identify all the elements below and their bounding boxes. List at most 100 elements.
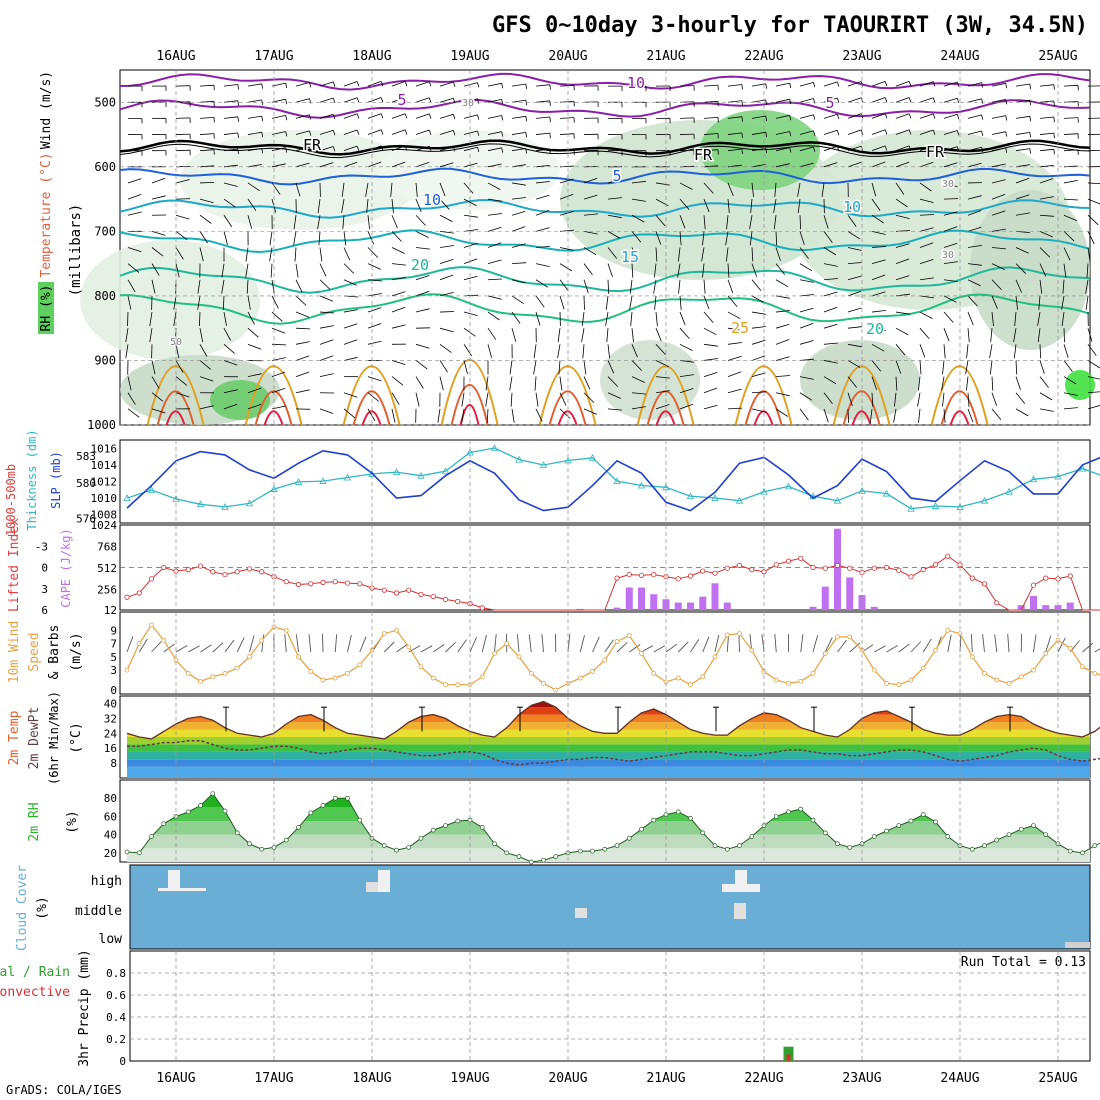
wind-barb — [223, 389, 238, 394]
wind-barb — [871, 129, 886, 135]
wind-barb-flag — [1005, 147, 1008, 153]
temperature-contour-line — [119, 229, 1091, 254]
wind-barb — [775, 323, 790, 329]
wind-barb — [991, 376, 994, 391]
precip-legend-total: Total / Rain — [0, 965, 70, 980]
temp2m-panel: 8 16 24 32 40 — [104, 695, 1100, 779]
wind-barb — [535, 279, 549, 288]
wind-barb — [655, 231, 662, 245]
wind-barb — [919, 327, 930, 340]
wind-barb — [919, 182, 932, 192]
wind10-barb — [947, 634, 952, 653]
wind-barb-flag — [884, 113, 888, 119]
wind-barb — [127, 211, 142, 216]
wind-barb — [895, 258, 910, 265]
wind-barb — [487, 115, 502, 119]
rh-point — [247, 841, 252, 847]
wind-barb — [295, 371, 310, 377]
wind-barb — [439, 376, 444, 391]
wind-barb — [895, 182, 905, 195]
orange-red-contour — [450, 383, 489, 426]
wind-barb — [199, 312, 201, 327]
wind10-point — [198, 678, 203, 684]
wind-barb — [823, 81, 838, 87]
wind-barb — [991, 279, 1002, 291]
wind10-barb — [295, 634, 299, 653]
wind-barb — [943, 344, 946, 359]
wind-barb — [439, 245, 454, 248]
wind-barb-flag — [765, 148, 767, 154]
wind-barb — [343, 279, 357, 286]
wind-barb — [703, 327, 717, 336]
wind-barb — [919, 81, 934, 87]
wind-barb — [247, 83, 262, 87]
contour-label: 10 — [627, 74, 645, 92]
li-point — [798, 555, 804, 561]
wind-barb — [703, 149, 719, 152]
wind-barb — [775, 375, 791, 377]
wind-barb-flag — [428, 146, 432, 152]
wind-barb — [679, 295, 682, 310]
wind-barb — [199, 405, 214, 410]
orange-red-contour — [254, 390, 293, 426]
red-contour — [165, 410, 186, 426]
wind10-point — [908, 677, 914, 683]
wind-barb — [199, 149, 215, 152]
wind-barb — [631, 198, 646, 202]
wind-barb — [317, 215, 321, 230]
wind-barb-flag — [813, 130, 816, 136]
thickness-point — [1054, 472, 1062, 480]
wind-barb — [391, 263, 406, 266]
wind-barb — [437, 408, 441, 423]
wind-barb — [511, 182, 526, 186]
wind-barb — [247, 295, 251, 310]
wind-barb-flag — [453, 98, 456, 104]
wind-barb — [1037, 328, 1041, 343]
wind-barb — [869, 408, 873, 423]
bottom-date-label: 18AUG — [352, 1071, 391, 1086]
bottom-date-label: 21AUG — [646, 1071, 685, 1086]
wind-barb — [415, 261, 430, 265]
wind-barb-flag — [884, 129, 888, 135]
wind-barb — [1015, 164, 1030, 168]
li-point — [210, 569, 216, 575]
wind-barb — [751, 131, 766, 135]
li-point — [406, 587, 412, 593]
wind-barb — [823, 146, 838, 152]
wind-barb — [151, 279, 156, 294]
rh-point — [455, 818, 461, 824]
cloud-level-label: middle — [75, 904, 122, 919]
rh-point — [712, 843, 718, 848]
wind-barb — [535, 246, 551, 248]
wind-barb — [583, 263, 593, 275]
wind-barb-flag — [237, 149, 239, 155]
wind-barb — [463, 311, 478, 316]
wind-barb-flag — [332, 114, 336, 120]
wind-barb — [702, 263, 705, 278]
pressure-tick-label: 1000 — [87, 418, 116, 432]
wind-barb — [557, 328, 561, 343]
wind-barb — [175, 392, 190, 398]
wind-barb — [509, 376, 513, 391]
wind-barb — [991, 163, 1006, 168]
rh-point — [749, 834, 755, 839]
wind-barb — [655, 376, 670, 379]
wind-barb-flag — [549, 116, 551, 122]
wind-barb — [703, 372, 718, 377]
wind-barb — [223, 327, 232, 341]
wind-barb — [847, 231, 861, 240]
wind-barb — [391, 129, 406, 135]
cloud-block — [378, 870, 390, 892]
wind-barb — [991, 82, 1006, 87]
rh-point — [357, 817, 363, 823]
wind-barb — [895, 129, 910, 135]
wind-barb-flag — [428, 81, 432, 87]
wind-barb — [703, 295, 710, 310]
wind-barb-flag — [285, 147, 288, 153]
wind-barb — [631, 180, 646, 184]
thickness-point — [441, 467, 450, 475]
wind-barb — [991, 99, 1006, 103]
wind-barb-flag — [981, 82, 984, 88]
slp-line — [126, 449, 1100, 512]
wind-barb — [629, 295, 633, 310]
